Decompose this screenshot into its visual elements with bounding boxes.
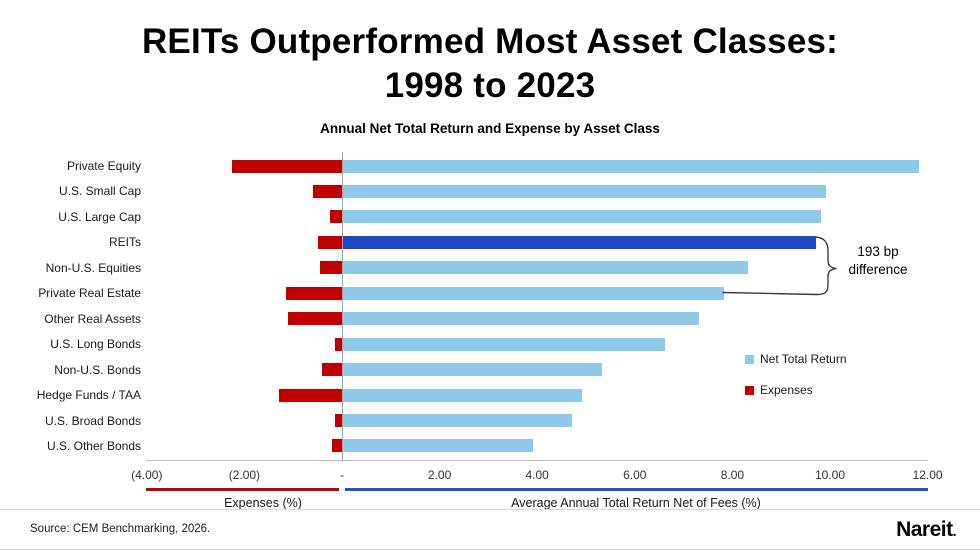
bar-expenses [285,286,342,300]
title-line-2: 1998 to 2023 [384,66,596,105]
x-tick-label: (2.00) [228,468,261,482]
bar-expenses [334,337,342,351]
difference-brace [722,236,837,296]
x-axis-caption-expenses: Expenses (%) [224,496,302,510]
legend-label: Expenses [760,383,813,397]
bottom-edge-line [0,549,980,550]
difference-annotation-line1: 193 bp [857,244,899,259]
legend-item: Net Total Return [745,352,847,366]
nareit-logo: Nareit. [896,518,956,542]
bar-net-total-return [343,337,666,351]
bar-expenses [232,159,342,173]
legend-swatch-icon [745,385,754,395]
difference-annotation: 193 bp difference [836,243,920,279]
bar-net-total-return [343,286,724,300]
legend-label: Net Total Return [760,352,847,366]
bar-net-total-return [343,210,822,224]
bar-net-total-return [343,312,700,326]
x-tick-label: (4.00) [131,468,163,482]
zero-axis-line [342,152,343,462]
x-tick-label: - [340,468,344,482]
returns-axis-underline [345,488,928,491]
bar-expenses [288,312,342,326]
difference-annotation-line2: difference [848,262,908,277]
category-label: U.S. Other Bonds [46,438,141,453]
bar-expenses [317,235,342,249]
legend: Net Total Return Expenses [745,352,847,414]
bar-expenses [312,184,342,198]
bar-net-total-return [343,414,573,428]
chart-title: REITs Outperformed Most Asset Classes: 1… [0,20,980,108]
expenses-axis-underline [146,488,339,491]
nareit-logo-mark: . [952,523,957,539]
bar-net-total-return [343,439,534,453]
bar-net-total-return [343,363,602,377]
category-label: REITs [108,235,141,250]
footer-divider [0,509,980,510]
x-tick-label: 2.00 [427,468,452,482]
bar-expenses [322,363,342,377]
legend-item: Expenses [745,383,847,397]
category-label: Private Equity [66,159,141,173]
bar-expenses [332,439,342,453]
bar-expenses [278,388,342,402]
category-label: U.S. Small Cap [58,184,141,199]
category-label: Non-U.S. Equities [45,260,141,275]
bar-net-total-return-reits-highlight [343,235,817,249]
bar-expenses [334,414,342,428]
category-label: Non-U.S. Bonds [54,362,141,377]
category-label: U.S. Large Cap [58,209,141,224]
category-label: Hedge Funds / TAA [36,388,141,403]
x-axis-caption-returns: Average Annual Total Return Net of Fees … [511,496,761,510]
source-text: Source: CEM Benchmarking, 2026. [30,523,211,535]
bar-net-total-return [343,159,919,173]
x-axis-line [146,460,928,461]
x-tick-label: 6.00 [623,468,647,482]
bar-expenses [320,261,342,275]
category-label: U.S. Long Bonds [50,337,141,352]
title-line-1: REITs Outperformed Most Asset Classes: [141,22,839,61]
chart-subtitle: Annual Net Total Return and Expense by A… [320,121,660,136]
x-tick-label: 10.00 [814,468,846,482]
x-tick-label: 8.00 [720,468,745,482]
category-label: Other Real Assets [44,311,141,326]
nareit-logo-text: Nareit [896,518,953,541]
bar-expenses [329,210,342,224]
x-tick-label: 12.00 [912,468,943,482]
bar-net-total-return [343,184,827,198]
category-label: Private Real Estate [38,286,141,301]
x-tick-label: 4.00 [525,468,549,482]
legend-swatch-icon [745,354,754,364]
bar-net-total-return [343,261,749,275]
bar-net-total-return [343,388,583,402]
category-label: U.S. Broad Bonds [44,413,141,428]
